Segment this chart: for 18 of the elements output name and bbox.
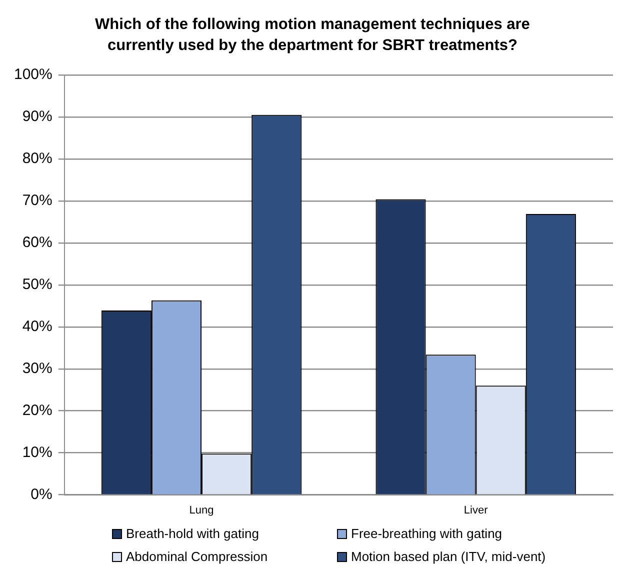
legend-label: Motion based plan (ITV, mid-vent) (351, 549, 546, 564)
y-tick-label: 10% (22, 444, 52, 461)
y-tick-label: 50% (22, 276, 52, 294)
legend-label: Abdominal Compression (126, 549, 268, 564)
y-tick-label: 70% (22, 192, 52, 210)
y-tick-label: 90% (22, 108, 52, 126)
x-tick-label: Liver (464, 504, 488, 516)
y-tick-label: 30% (22, 360, 52, 377)
y-tick-label: 0% (30, 486, 52, 503)
y-tick-label: 60% (22, 234, 52, 252)
legend-label: Free-breathing with gating (351, 526, 502, 541)
y-tick-label: 20% (22, 402, 52, 419)
chart-title: Which of the following motion management techniques are currently used by the department for SBRT treatments? (94, 15, 531, 56)
y-tick-label: 40% (22, 318, 52, 336)
y-tick-label: 100% (14, 66, 52, 84)
y-tick-label: 80% (22, 150, 52, 168)
legend-label: Breath-hold with gating (126, 526, 259, 541)
x-tick-label: Lung (189, 504, 214, 516)
